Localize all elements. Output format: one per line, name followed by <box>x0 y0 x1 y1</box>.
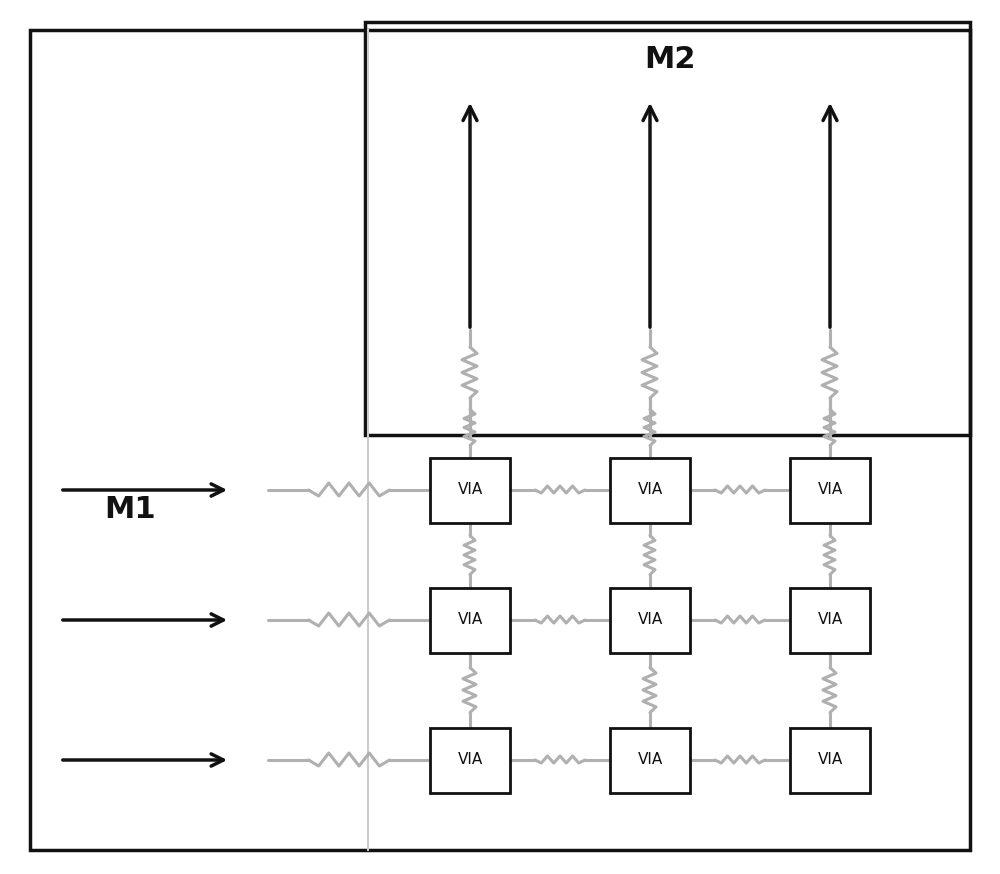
Bar <box>790 587 870 653</box>
Bar <box>790 457 870 523</box>
Text: VIA: VIA <box>457 482 483 497</box>
Text: VIA: VIA <box>817 753 843 767</box>
Text: VIA: VIA <box>457 613 483 628</box>
Text: VIA: VIA <box>457 753 483 767</box>
Bar <box>610 587 690 653</box>
Bar <box>610 727 690 793</box>
Text: VIA: VIA <box>817 482 843 497</box>
Text: M2: M2 <box>644 45 696 74</box>
Text: M1: M1 <box>104 496 156 524</box>
Bar <box>430 587 510 653</box>
Bar <box>790 727 870 793</box>
Text: VIA: VIA <box>637 482 663 497</box>
Bar <box>365 22 970 435</box>
Text: VIA: VIA <box>637 753 663 767</box>
Text: VIA: VIA <box>817 613 843 628</box>
Bar <box>430 727 510 793</box>
Bar <box>610 457 690 523</box>
Bar <box>430 457 510 523</box>
Text: VIA: VIA <box>637 613 663 628</box>
